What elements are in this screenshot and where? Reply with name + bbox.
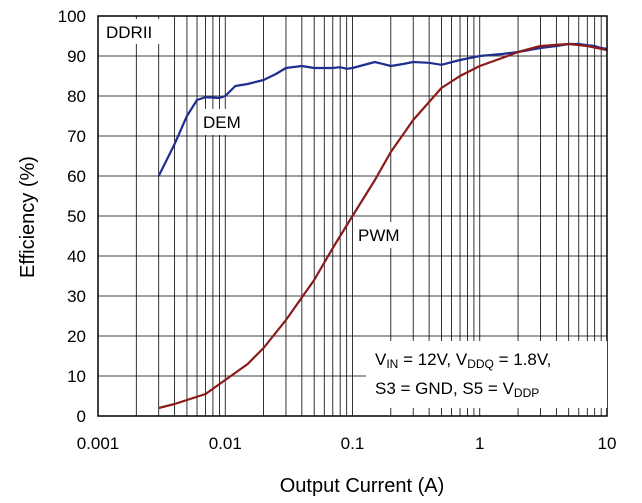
x-axis-title: Output Current (A): [280, 475, 445, 497]
y-tick-label: 10: [67, 367, 86, 386]
y-tick-label: 50: [67, 207, 86, 226]
series-lines: [157, 42, 608, 410]
y-axis-title: Efficiency (%): [17, 156, 39, 278]
dem-label-box: [200, 109, 249, 135]
y-tick-label: 30: [67, 287, 86, 306]
y-tick-label: 20: [67, 327, 86, 346]
series-line-pwm: [158, 42, 608, 410]
conditions-line-2: S3 = GND, S5 = VDDP: [375, 379, 539, 400]
board-label: DDRII: [106, 23, 152, 42]
x-tick-label: 0.01: [209, 434, 242, 453]
plot-frame: [97, 15, 608, 417]
y-tick-labels: 0 10 20 30 40 50 60 70 80 90 100: [58, 7, 86, 426]
y-tick-label: 40: [67, 247, 86, 266]
x-tick-label: 1: [475, 434, 484, 453]
conditions-box: [366, 341, 607, 408]
x-tick-labels: 0.001 0.01 0.1 1 10: [77, 434, 617, 453]
dem-label: DEM: [203, 113, 241, 132]
pwm-label-box: [354, 222, 403, 248]
pwm-label: PWM: [358, 226, 400, 245]
x-tick-label: 0.001: [77, 434, 120, 453]
x-tick-label: 0.1: [341, 434, 365, 453]
y-tick-label: 60: [67, 167, 86, 186]
y-tick-label: 0: [77, 407, 86, 426]
y-tick-label: 90: [67, 47, 86, 66]
series-line-dem: [157, 42, 608, 177]
board-label-box: [101, 19, 162, 44]
conditions-line-1: VIN = 12V, VDDQ = 1.8V,: [375, 350, 551, 371]
y-tick-label: 80: [67, 87, 86, 106]
y-tick-label: 70: [67, 127, 86, 146]
y-tick-label: 100: [58, 7, 86, 26]
x-tick-label: 10: [598, 434, 617, 453]
